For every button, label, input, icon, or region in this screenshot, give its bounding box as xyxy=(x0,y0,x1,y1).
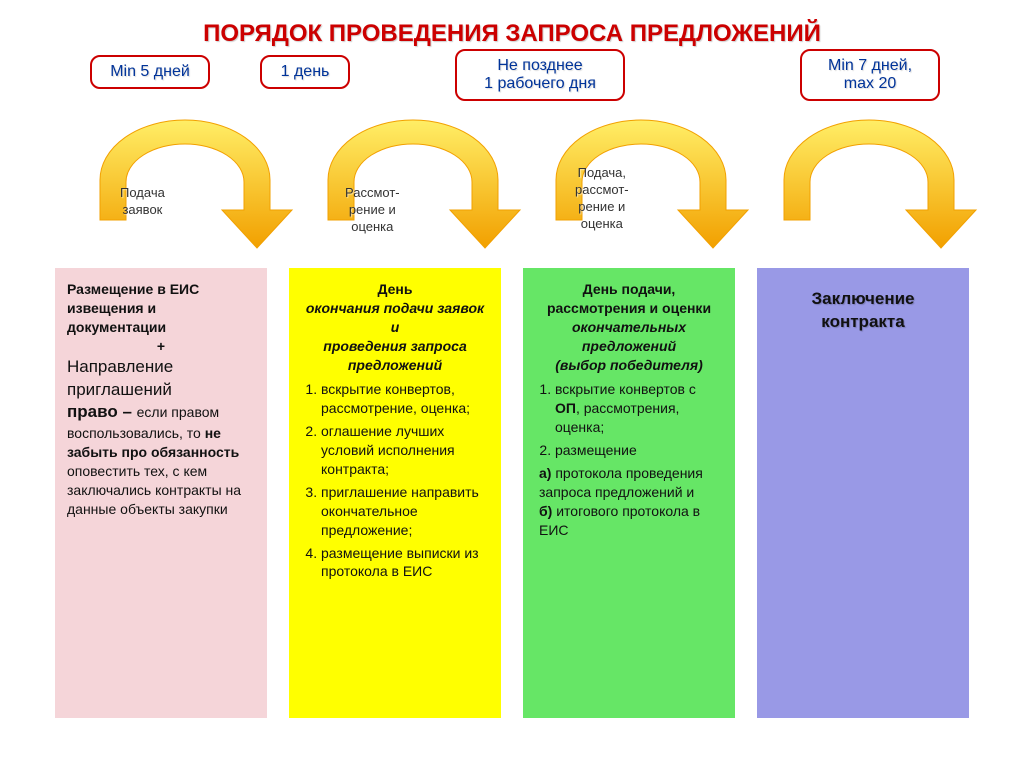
t: ОП xyxy=(555,400,576,416)
t: День xyxy=(378,281,413,297)
col1-part1: Размещение в ЕИС извещения и документаци… xyxy=(67,280,255,337)
list-item: вскрытие конвертов с ОП, рассмотрения, о… xyxy=(555,380,723,437)
t: итогового протокола в ЕИС xyxy=(539,503,700,538)
t: и xyxy=(391,319,400,335)
t: б) xyxy=(539,503,552,519)
col1-part2: Направление приглашений право – если пра… xyxy=(67,356,255,519)
under-label-3: Подача,рассмот-рение иоценка xyxy=(575,165,629,233)
column-4: Заключение контракта xyxy=(757,268,969,718)
arrow-row xyxy=(0,110,1024,250)
flow-arrow-1 xyxy=(70,110,300,250)
list-item: приглашение направить окончательное пред… xyxy=(321,483,489,540)
flow-arrow-3 xyxy=(526,110,756,250)
list-item: размещение выписки из протокола в ЕИС xyxy=(321,544,489,582)
column-1: Размещение в ЕИС извещения и документаци… xyxy=(55,268,267,718)
under-label-1: Подачазаявок xyxy=(120,185,165,219)
col2-list: вскрытие конвертов, рассмотрение, оценка… xyxy=(301,380,489,581)
col2-title: День окончания подачи заявок и проведени… xyxy=(301,280,489,374)
column-3: День подачи, рассмотрения и оценки оконч… xyxy=(523,268,735,718)
label-1workday: Не позднее1 рабочего дня xyxy=(455,49,625,101)
col3-list: вскрытие конвертов с ОП, рассмотрения, о… xyxy=(535,380,723,460)
under-label-2: Рассмот-рение иоценка xyxy=(345,185,400,236)
label-text: 1 день xyxy=(281,63,330,80)
col3-sub: а) протокола проведения запроса предложе… xyxy=(535,464,723,540)
flow-arrow-4 xyxy=(754,110,984,250)
col4-title: Заключение контракта xyxy=(769,288,957,334)
t: проведения запроса предложений xyxy=(323,338,466,373)
list-item: вскрытие конвертов, рассмотрение, оценка… xyxy=(321,380,489,418)
list-item: размещение xyxy=(555,441,723,460)
list-item: оглашение лучших условий исполнения конт… xyxy=(321,422,489,479)
column-2: День окончания подачи заявок и проведени… xyxy=(289,268,501,718)
columns: Размещение в ЕИС извещения и документаци… xyxy=(55,268,969,718)
t: протокола проведения запроса предложений… xyxy=(539,465,703,500)
label-text: Min 5 дней xyxy=(110,63,190,80)
t: День подачи, рассмотрения и оценки xyxy=(547,281,711,316)
col1-tail: оповестить тех, с кем заключались контра… xyxy=(67,463,241,517)
t: вскрытие конвертов с xyxy=(555,381,696,397)
t: (выбор победителя) xyxy=(555,357,703,373)
t: окончательных предложений xyxy=(572,319,686,354)
label-1day: 1 день xyxy=(260,55,350,89)
t: окончания подачи заявок xyxy=(306,300,484,316)
col1-pravo: право – xyxy=(67,402,137,421)
col3-title: День подачи, рассмотрения и оценки оконч… xyxy=(535,280,723,374)
flow-arrow-2 xyxy=(298,110,528,250)
label-min5: Min 5 дней xyxy=(90,55,210,89)
t: а) xyxy=(539,465,551,481)
label-min7: Min 7 дней,max 20 xyxy=(800,49,940,101)
col1-plus: + xyxy=(67,337,255,356)
col1-lead: Направление приглашений xyxy=(67,357,173,399)
